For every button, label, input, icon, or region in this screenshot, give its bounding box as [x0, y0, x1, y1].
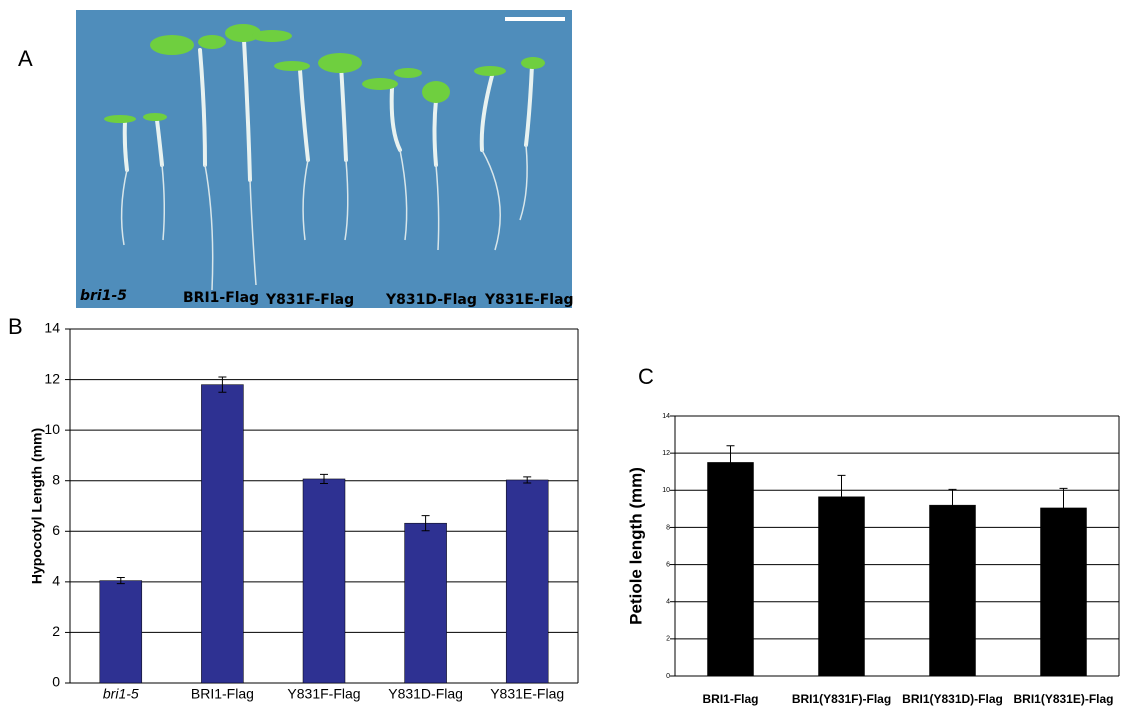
bar [505, 479, 549, 684]
x-tick-label: BRI1(Y831F)-Flag [792, 692, 891, 706]
x-tick-label: BRI1-Flag [702, 692, 758, 706]
y-tick-label: 8 [666, 524, 670, 531]
y-axis-label: Petiole length (mm) [626, 467, 645, 625]
bar [302, 478, 346, 684]
photo-label: Y831E-Flag [484, 292, 574, 308]
x-tick-label: BRI1(Y831D)-Flag [902, 692, 1003, 706]
x-tick-label: Y831F-Flag [287, 686, 360, 702]
photo-label: Y831D-Flag [385, 292, 477, 308]
error-bar [1059, 487, 1068, 528]
y-tick-label: 8 [52, 471, 60, 487]
error-bar [948, 488, 957, 522]
panel-label: B [8, 314, 23, 339]
photo-label: Y831F-Flag [265, 292, 354, 308]
y-tick-label: 6 [666, 561, 670, 568]
y-tick-label: 10 [44, 421, 60, 437]
y-tick-label: 2 [52, 623, 60, 639]
bar [201, 384, 244, 684]
y-tick-label: 12 [662, 450, 670, 457]
bar [707, 462, 754, 677]
y-tick-label: 14 [44, 320, 60, 336]
y-tick-label: 2 [666, 636, 670, 643]
x-tick-label: Y831E-Flag [490, 686, 564, 702]
photo [76, 10, 572, 308]
y-tick-label: 0 [666, 673, 670, 680]
bar [929, 504, 976, 677]
bar [99, 580, 143, 684]
y-axis-label: Hypocotyl Length (mm) [29, 428, 45, 584]
error-bar [218, 376, 227, 393]
y-tick-label: 6 [52, 522, 60, 538]
error-bar [116, 577, 125, 585]
photo-label: bri1-5 [80, 288, 127, 304]
photo-label: BRI1-Flag [183, 290, 259, 306]
x-tick-label: BRI1(Y831E)-Flag [1013, 692, 1113, 706]
y-tick-label: 4 [52, 573, 60, 589]
bar [1040, 507, 1087, 677]
y-tick-label: 10 [662, 487, 670, 494]
bar [404, 522, 447, 684]
x-tick-label: Y831D-Flag [388, 686, 463, 702]
error-bar [523, 476, 532, 484]
x-tick-label: bri1-5 [103, 686, 139, 702]
y-tick-label: 12 [44, 370, 60, 386]
y-tick-label: 0 [52, 674, 60, 690]
error-bar [726, 445, 735, 480]
error-bar [320, 473, 328, 484]
bar [818, 496, 865, 677]
error-bar [421, 515, 430, 532]
panel-label: A [18, 46, 33, 71]
y-tick-label: 4 [666, 599, 670, 606]
panel-label: C [638, 364, 654, 389]
x-tick-label: BRI1-Flag [191, 686, 254, 702]
error-bar [837, 474, 846, 519]
y-tick-label: 14 [662, 413, 670, 420]
